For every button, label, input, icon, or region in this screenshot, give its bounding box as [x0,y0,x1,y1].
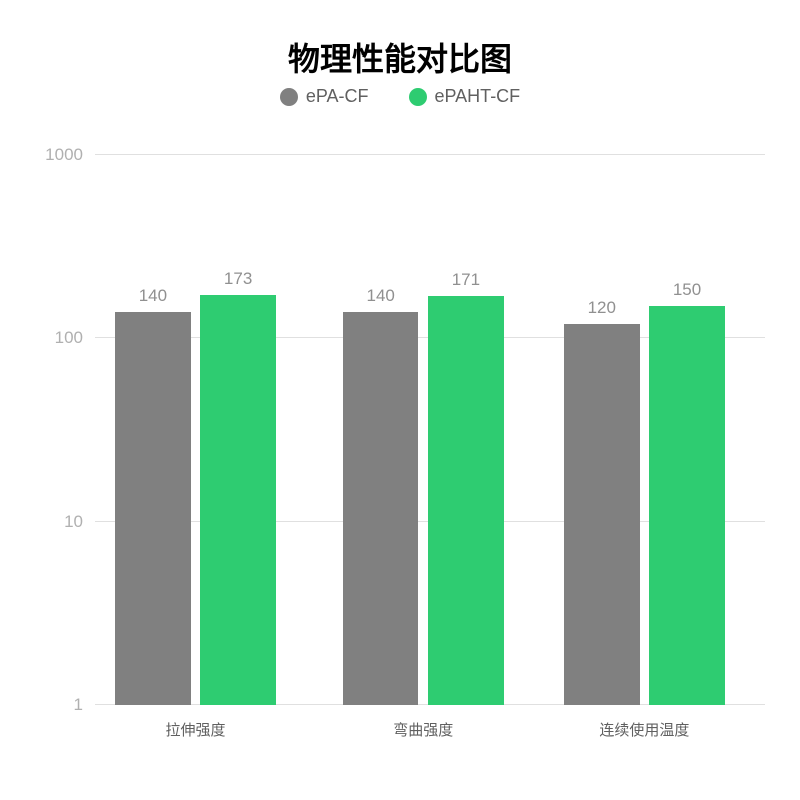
bar: 140 [343,312,419,705]
legend: ePA-CF ePAHT-CF [0,86,800,107]
bar-value-label: 140 [366,286,394,312]
legend-label-0: ePA-CF [306,86,369,107]
bar-group: 140173拉伸强度 [115,155,276,705]
legend-swatch-0-icon [280,88,298,106]
y-tick-label: 1000 [45,145,95,165]
legend-label-1: ePAHT-CF [435,86,521,107]
bar-group: 120150连续使用温度 [564,155,725,705]
bar-value-label: 140 [139,286,167,312]
y-tick-label: 100 [55,328,95,348]
bar-value-label: 171 [452,270,480,296]
legend-item-0: ePA-CF [280,86,369,107]
bar: 120 [564,324,640,705]
y-tick-label: 1 [74,695,95,715]
bar: 173 [200,295,276,705]
legend-item-1: ePAHT-CF [409,86,521,107]
legend-swatch-1-icon [409,88,427,106]
chart-title: 物理性能对比图 [0,34,800,80]
y-tick-label: 10 [64,512,95,532]
x-tick-label: 弯曲强度 [393,705,453,740]
bar: 171 [428,296,504,705]
bar: 140 [115,312,191,705]
bar-value-label: 173 [224,269,252,295]
bar: 150 [649,306,725,705]
plot-area: 1101001000140173拉伸强度140171弯曲强度120150连续使用… [95,155,765,705]
bar-chart: 物理性能对比图 ePA-CF ePAHT-CF 1101001000140173… [0,0,800,800]
bar-value-label: 150 [673,280,701,306]
bar-group: 140171弯曲强度 [343,155,504,705]
x-tick-label: 拉伸强度 [165,705,225,740]
x-tick-label: 连续使用温度 [599,705,689,740]
bar-value-label: 120 [588,298,616,324]
